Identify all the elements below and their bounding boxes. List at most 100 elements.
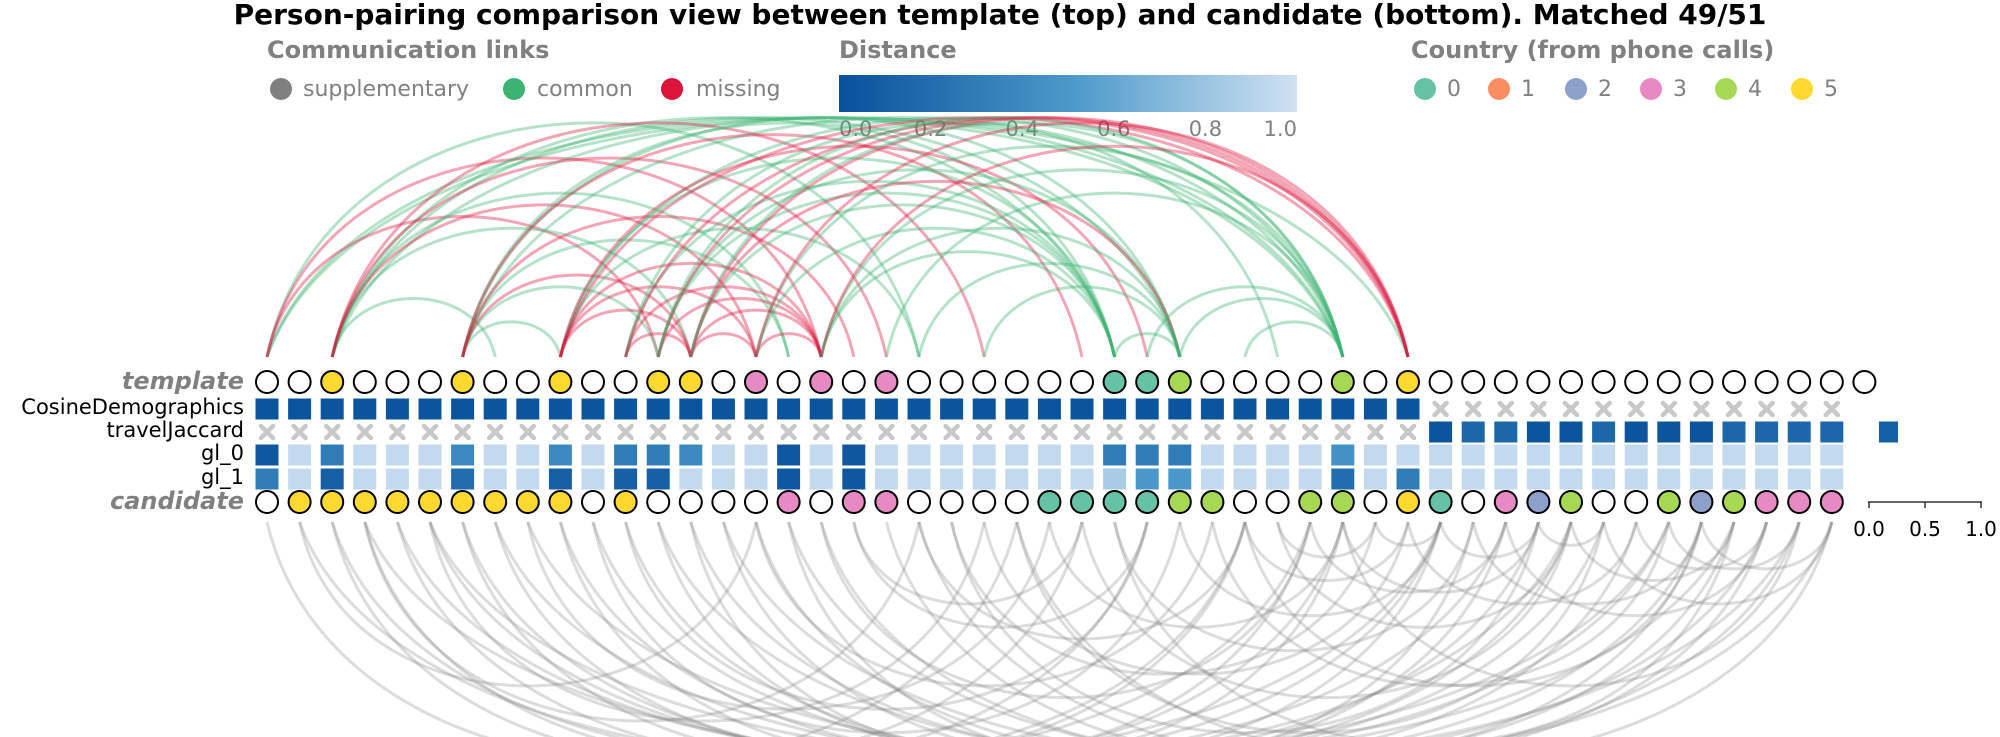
cell-missing-x [1334,423,1352,441]
cell-gl_1 [1592,468,1616,490]
cell-gl_0 [1168,444,1192,466]
scale-tick-0: 0.0 [1853,517,1885,541]
candidate-node [1559,490,1583,514]
cell-gl_1 [385,468,409,490]
candidate-node [809,490,834,514]
cell-gl_1 [972,468,996,490]
cell-gl_1 [1070,468,1094,490]
page-title: Person-pairing comparison view between t… [234,0,1767,31]
cell-travelJaccard [1820,421,1844,443]
row-label-candidate: candidate [110,487,244,515]
cell-missing-x [1301,423,1319,441]
candidate-node [1656,490,1681,514]
cell-gl_1 [1200,468,1224,490]
link-common [1113,332,1182,358]
cell-gl_0 [1461,444,1485,466]
link-common [461,116,1182,358]
cell-gl_0 [581,444,605,466]
distance-tick-1: 0.2 [914,117,947,141]
candidate-node [1233,490,1257,514]
legend-country-3-swatch [1640,78,1662,100]
link-supplementary [1341,521,1801,688]
candidate-node [581,490,605,514]
cell-CosineDemographics [1396,398,1420,420]
cell-gl_1 [1624,468,1648,490]
link-missing [656,116,1410,358]
cell-CosineDemographics [744,398,768,420]
candidate-node [1004,490,1029,514]
template-node [255,370,279,394]
cell-CosineDemographics [1298,398,1322,420]
link-missing [558,144,1149,358]
candidate-node [1265,490,1290,514]
cell-gl_0 [907,444,931,466]
cell-gl_1 [1233,468,1257,490]
cell-missing-x [1497,400,1515,418]
cell-gl_0 [679,444,703,466]
cell-gl_0 [1135,444,1159,466]
cell-missing-x [1595,400,1612,418]
template-node [1461,370,1486,394]
link-supplementary [1308,521,1508,594]
cell-gl_1 [1722,468,1746,490]
link-supplementary [787,521,1475,737]
cell-gl_0 [1037,444,1061,466]
cell-CosineDemographics [1331,398,1355,420]
legend-country-4-label: 4 [1748,77,1762,102]
link-missing [461,273,693,358]
candidate-node [1102,490,1127,514]
link-supplementary [754,521,1214,688]
scale-tick-2: 1.0 [1965,517,1997,541]
cell-CosineDemographics [320,398,344,420]
link-supplementary [1047,521,1345,629]
cell-missing-x [1106,423,1123,441]
cell-CosineDemographics [907,398,931,420]
cell-gl_0 [1298,444,1322,466]
cell-gl_1 [711,468,735,490]
candidate-node [1070,490,1094,514]
link-supplementary [363,521,1149,737]
link-missing [754,121,1410,358]
link-missing [330,203,758,358]
link-common [819,250,1117,358]
link-supplementary [624,521,1573,737]
cell-gl_1 [1266,468,1290,490]
candidate-node [1819,490,1844,514]
candidate-node [1754,490,1779,514]
cell-gl_0 [288,444,312,466]
cell-gl_0 [516,444,540,466]
template-node [1591,370,1616,394]
link-supplementary [950,521,1540,735]
link-supplementary [265,521,1019,737]
cell-missing-x [1790,400,1808,418]
template-node [548,370,573,394]
cell-gl_1 [483,468,507,490]
link-common [330,296,497,358]
cell-gl_1 [255,468,279,490]
link-supplementary [689,521,1345,737]
link-common [558,156,1117,358]
cell-missing-x [356,423,374,441]
cell-gl_1 [1429,468,1453,490]
cell-CosineDemographics [711,398,735,420]
link-common [656,168,1182,358]
cell-gl_0 [1559,444,1583,466]
link-supplementary [1210,521,1671,688]
cell-gl_0 [1820,444,1844,466]
cell-CosineDemographics [418,398,442,420]
link-missing [689,179,1182,358]
link-supplementary [1243,521,1703,688]
link-supplementary [298,521,1443,737]
legend-country-2-swatch [1565,78,1587,100]
legend-links: Communication links supplementary common… [267,36,781,102]
link-missing [624,116,1410,358]
distance-tick-0: 0.0 [839,117,872,141]
template-links [265,116,1410,358]
link-supplementary [721,521,1834,737]
candidate-node [352,490,377,514]
cell-gl_0 [1722,444,1746,466]
link-missing [461,215,856,358]
legend-country-2-label: 2 [1598,77,1612,102]
link-missing [330,156,888,358]
cell-gl_0 [1689,444,1713,466]
